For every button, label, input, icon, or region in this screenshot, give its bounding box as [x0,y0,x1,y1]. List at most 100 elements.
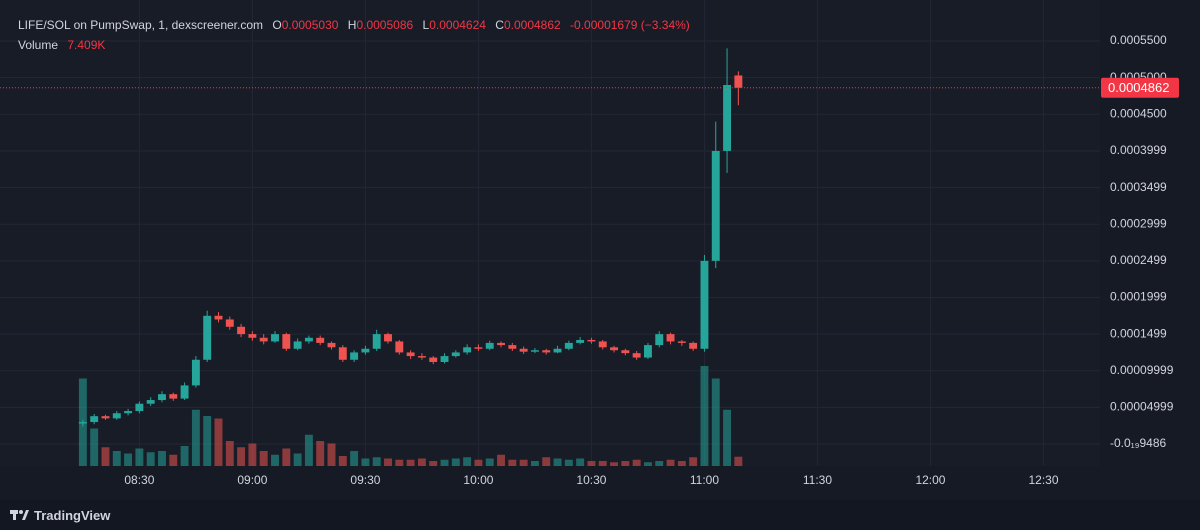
candle-body [248,334,257,338]
last-price-tag [1101,77,1179,98]
volume-bar [158,451,166,466]
volume-bar [497,454,505,466]
volume-bar [169,454,178,466]
x-tick-label: 08:30 [124,473,154,487]
x-tick-label: 10:30 [576,473,606,487]
volume-bar [237,447,246,466]
chart: -0.0₁₉9486 0.00004999 0.00009999 0.0001499 0… [0,0,1179,487]
volume-bar [146,452,155,466]
y-tick-label: 0.00004999 [1110,400,1174,414]
candle-body [451,352,460,357]
candle-body [508,345,517,349]
candle-body [711,150,720,261]
candle-body [666,334,675,342]
candle-body [112,413,121,419]
volume-bar [553,458,562,466]
volume-bar [655,461,664,466]
candle-body [146,400,155,404]
ohlc-line: LIFE/SOL on PumpSwap, 1, dexscreener.com… [18,15,690,35]
volume-bar [90,428,99,466]
volume-bar [316,441,325,466]
volume-bar [417,458,426,466]
x-tick-label: 11:00 [690,473,719,487]
candle-body [372,334,381,349]
candle-body [632,353,641,358]
volume-bar [621,461,630,466]
candle-body [474,347,483,349]
candle-body [101,416,110,419]
y-tick-label: 0.0005500 [1110,33,1167,47]
candle-body [440,356,449,362]
volume-bar [508,459,517,466]
candle-body [327,342,336,348]
y-tick-label: 0.0001499 [1110,326,1167,340]
candle-body [655,334,664,346]
volume-bar [666,459,675,466]
value: 0.0005030 [281,18,339,32]
candle-body [304,337,313,342]
volume-bar [711,378,720,466]
volume-bar [700,366,709,466]
volume-bar [271,454,279,466]
volume-bar [282,448,291,466]
candle-body [610,347,618,351]
y-tick-label: 0.0003999 [1110,143,1167,157]
candle-body [598,341,607,348]
volume-bar [463,457,472,466]
candle-body [576,339,585,343]
candle-body [350,352,359,360]
volume-bar [677,461,686,466]
symbol: LIFE/SOL on PumpSwap, 1, dexscreener.com [18,18,264,32]
value: 0.0005086 [356,18,414,32]
x-tick-label: 12:30 [1028,473,1058,487]
volume-bar [564,459,573,466]
candle-body [180,385,189,399]
key: H [347,18,357,32]
candle-body [406,352,415,357]
candle-body [497,342,505,346]
y-tick-label: 0.00009999 [1110,363,1174,377]
candle-body [553,348,562,353]
volume-bar [180,446,189,466]
y-tick-label: 0.0002999 [1110,216,1167,230]
candle-body [259,337,268,342]
volume-bar [112,451,121,466]
volume-bar [214,418,223,466]
volume-bar [429,461,438,466]
candle-body [621,350,630,354]
volume-bar [248,443,257,466]
candle-body [214,315,223,320]
x-tick-label: 12:00 [915,473,945,487]
candle-body [225,319,234,327]
candle-body [643,345,652,358]
volume-bar [610,462,618,466]
candle-body [203,315,212,360]
y-tick-label: 0.0002499 [1110,253,1167,267]
logo [10,510,29,520]
volume-bar [259,451,268,466]
candle-body [338,347,347,360]
candle-body [271,334,279,342]
brand[interactable]: TradingView [34,508,111,523]
candle-body [542,350,551,353]
candle-body [293,341,302,349]
candle-body [158,394,166,401]
y-tick-label: 0.0004500 [1110,106,1167,120]
volume-bar [124,453,133,466]
volume-bar [135,448,144,466]
candle-body [485,342,494,349]
candle-body [395,341,404,353]
volume-bar [440,459,449,466]
value: 7.409K [67,38,106,52]
volume-bar [338,456,347,466]
volume-bar [361,458,370,466]
key: Volume [18,38,59,52]
volume-bar [689,457,698,466]
volume-bar [327,443,336,466]
candle-body [723,84,732,151]
volume-bar [530,461,539,466]
candle-body [135,403,144,412]
legend-header: LIFE/SOL on PumpSwap, 1, dexscreener.com… [18,15,690,55]
value: 0.0004862 [503,18,561,32]
